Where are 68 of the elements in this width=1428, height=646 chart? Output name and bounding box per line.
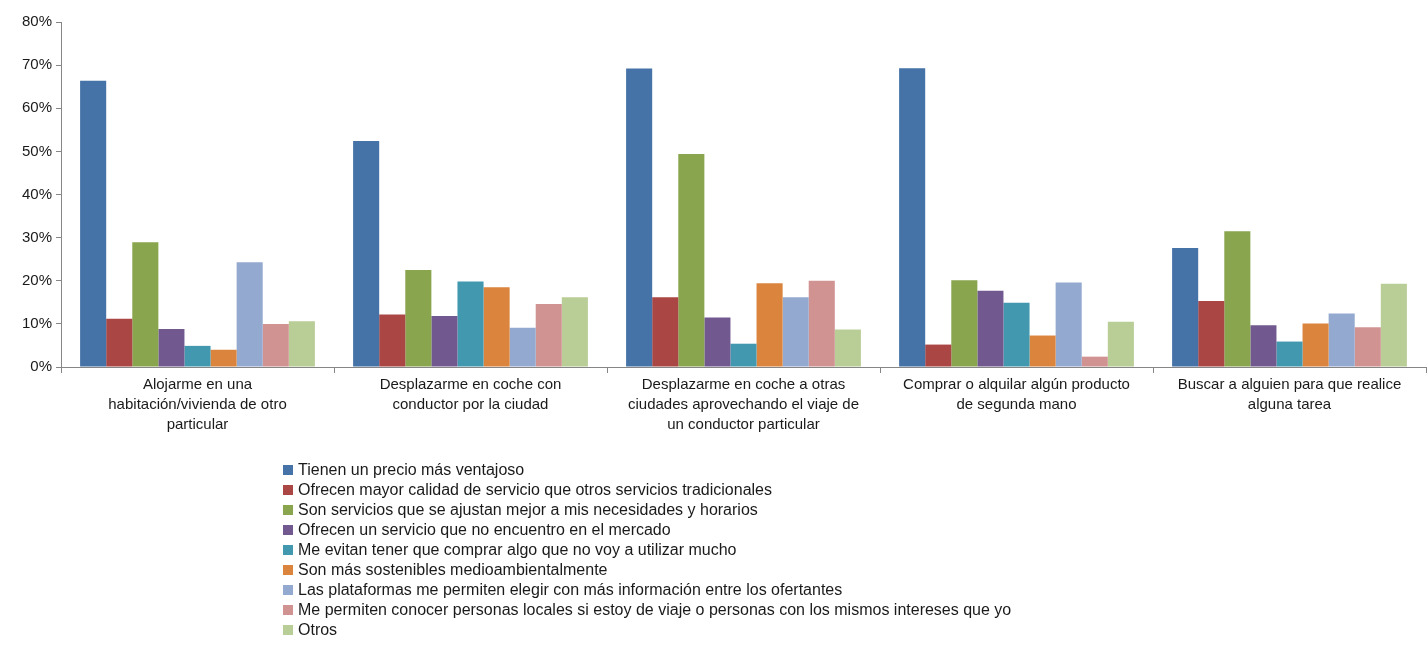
bar <box>834 329 861 367</box>
bar <box>158 329 185 367</box>
bar <box>678 153 705 367</box>
bar <box>808 280 835 367</box>
bar <box>1198 301 1225 367</box>
y-tick-label: 0% <box>30 357 52 375</box>
y-tick-label: 70% <box>21 55 52 73</box>
bar <box>1328 313 1355 367</box>
bar <box>1354 327 1381 367</box>
bar <box>1107 321 1134 367</box>
legend-label: Son más sostenibles medioambientalmente <box>298 561 608 579</box>
bar <box>1081 356 1108 367</box>
bar <box>899 68 926 367</box>
y-tick-label: 20% <box>21 270 52 288</box>
legend-label: Me permiten conocer personas locales si estoy de viaje o personas con los mismos intereses que yo <box>298 601 1012 619</box>
bar <box>106 318 133 367</box>
bar <box>405 269 432 367</box>
x-tick-label: Desplazarme en coche con conductor por la ciudad <box>379 375 562 413</box>
bar <box>1224 231 1251 367</box>
bar <box>977 290 1004 367</box>
bar <box>561 297 588 367</box>
bar <box>457 281 484 367</box>
legend-label: Tienen un precio más ventajoso <box>298 461 525 479</box>
bar <box>626 68 653 367</box>
bar <box>1172 247 1199 367</box>
bar <box>288 321 315 367</box>
bar <box>379 314 406 367</box>
bar <box>262 323 289 367</box>
bar <box>1055 282 1082 367</box>
bar <box>210 349 237 367</box>
bar <box>1003 302 1030 367</box>
y-tick-label: 10% <box>21 314 52 332</box>
bar <box>652 297 679 367</box>
bar <box>483 287 510 367</box>
bar <box>925 344 952 367</box>
bar <box>132 242 159 367</box>
bar <box>431 316 458 367</box>
bar <box>1276 341 1303 367</box>
legend-label: Me evitan tener que comprar algo que no voy a utilizar mucho <box>298 541 737 559</box>
x-tick-label: Buscar a alguien para que realice alguna tarea <box>1177 375 1402 413</box>
x-tick-label: Desplazarme en coche a otras ciudades aprovechando el viaje de un conductor particular <box>628 375 859 433</box>
bar <box>1029 335 1056 367</box>
legend-label: Otros <box>298 621 338 639</box>
bar <box>782 297 809 367</box>
bar <box>756 283 783 367</box>
bar <box>1302 323 1329 367</box>
bar <box>184 345 211 367</box>
y-tick-label: 80% <box>21 12 52 30</box>
y-tick-label: 40% <box>21 184 52 202</box>
bar <box>509 327 536 367</box>
y-tick-label: 50% <box>21 141 52 159</box>
bar <box>1380 283 1407 367</box>
bar <box>1250 325 1277 367</box>
legend-label: Ofrecen mayor calidad de servicio que otros servicios tradicionales <box>298 481 772 499</box>
bar <box>535 304 562 367</box>
x-tick-label: Comprar o alquilar algún producto de segunda mano <box>903 375 1130 413</box>
bar <box>353 141 380 367</box>
bar <box>704 317 731 367</box>
y-tick-label: 30% <box>21 227 52 245</box>
legend-label: Ofrecen un servicio que no encuentro en el mercado <box>298 521 671 539</box>
bar <box>730 343 757 367</box>
bar <box>236 262 263 367</box>
y-tick-label: 60% <box>21 98 52 116</box>
bar <box>80 80 107 367</box>
x-tick-label: Alojarme en una habitación/vivienda de otro particular <box>108 375 287 433</box>
legend-label: Son servicios que se ajustan mejor a mis necesidades y horarios <box>298 501 758 519</box>
legend-label: Las plataformas me permiten elegir con más información entre los ofertantes <box>298 581 843 599</box>
bar <box>951 280 978 367</box>
